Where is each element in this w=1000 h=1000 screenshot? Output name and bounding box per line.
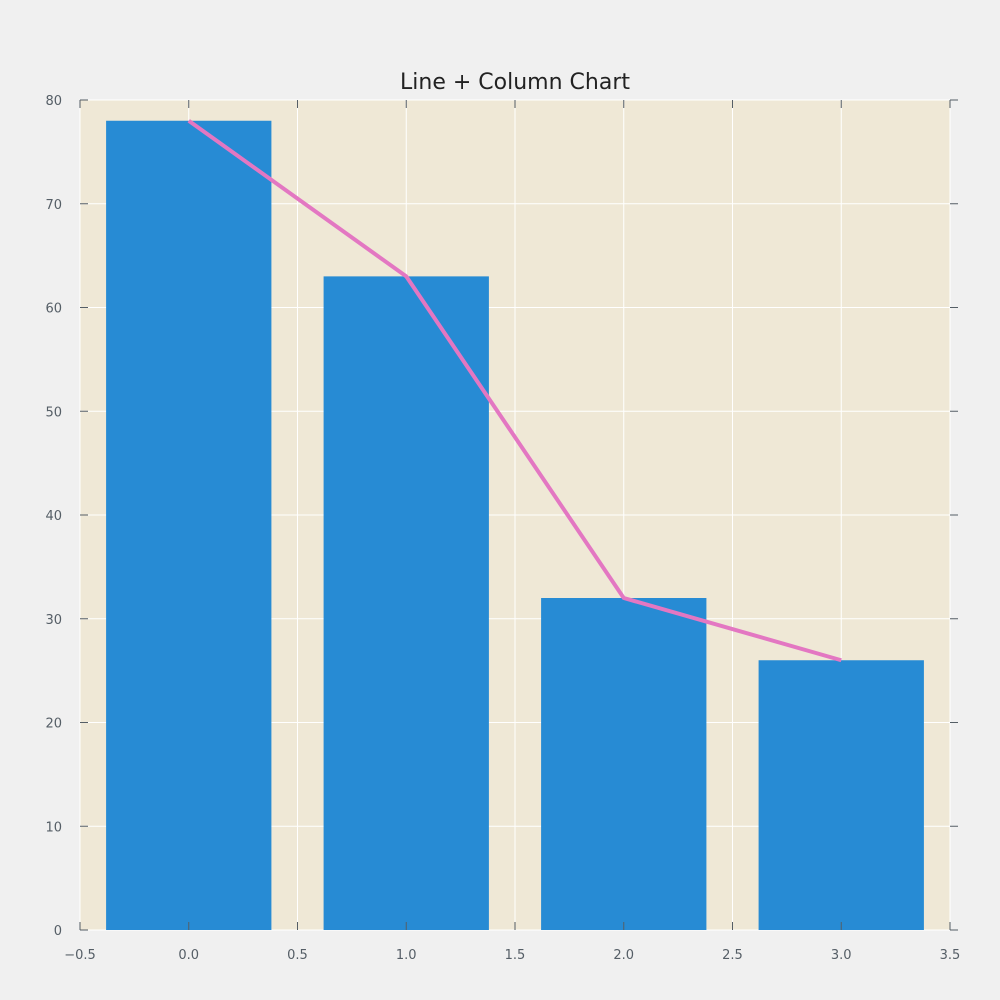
y-tick-label: 50 [45, 405, 62, 420]
bar [323, 276, 489, 930]
y-tick-label: 10 [45, 820, 62, 835]
y-tick-label: 70 [45, 198, 62, 213]
x-tick-label: −0.5 [64, 948, 96, 963]
x-tick-label: 2.0 [613, 948, 634, 963]
y-tick-label: 0 [54, 924, 62, 939]
x-tick-label: 3.5 [940, 948, 961, 963]
y-tick-label: 80 [45, 94, 62, 109]
x-tick-label: 1.5 [505, 948, 526, 963]
y-tick-label: 30 [45, 613, 62, 628]
x-tick-label: 1.0 [396, 948, 417, 963]
y-tick-label: 20 [45, 717, 62, 732]
bar [541, 598, 707, 930]
bar [758, 660, 924, 930]
y-tick-label: 60 [45, 302, 62, 317]
chart-title: Line + Column Chart [400, 70, 630, 95]
y-tick-label: 40 [45, 509, 62, 524]
x-tick-label: 2.5 [722, 948, 743, 963]
x-tick-label: 3.0 [831, 948, 852, 963]
bar [106, 120, 272, 930]
x-tick-label: 0.0 [178, 948, 199, 963]
series-line [187, 119, 842, 663]
x-tick-label: 0.5 [287, 948, 308, 963]
